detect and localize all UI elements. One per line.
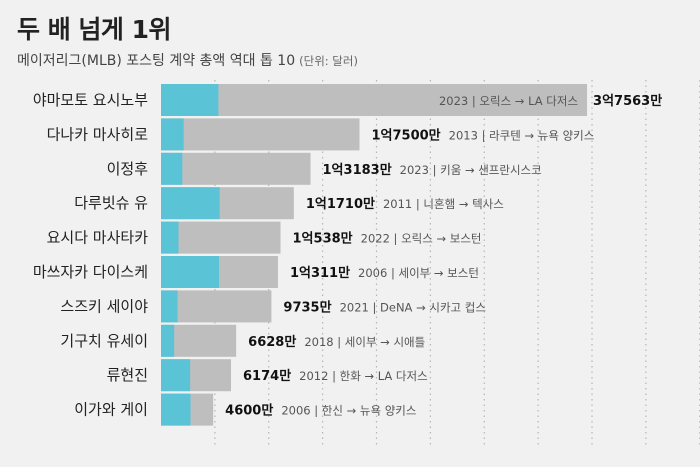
chart-title: 두 배 넘게 1위 [17, 15, 172, 44]
total-bar [161, 118, 360, 151]
contract-detail-label: 2023 | 키움 → 샌프란시스코 [400, 163, 542, 177]
total-bar [161, 221, 281, 254]
posting-fee-bar [161, 118, 184, 151]
contract-detail-label: 2006 | 한신 → 뉴욕 양키스 [281, 404, 416, 418]
subtitle-text: 메이저리그(MLB) 포스팅 계약 총액 역대 톱 10 [17, 53, 296, 69]
total-bar [161, 152, 311, 185]
player-name-label: 야마모토 요시노부 [33, 91, 148, 109]
contract-detail-label: 2022 | 오릭스 → 보스턴 [361, 232, 482, 246]
contract-detail-label: 2012 | 한화 → LA 다저스 [299, 369, 428, 383]
contract-value-label: 1억1710만 [306, 196, 375, 212]
contract-value-label: 9735만 [283, 299, 331, 315]
posting-fee-bar [161, 187, 220, 220]
posting-fee-bar [161, 324, 175, 357]
player-name-label: 이정후 [107, 160, 149, 178]
posting-fee-bar [161, 152, 183, 185]
contract-detail-label: 2011 | 니혼햄 → 텍사스 [383, 197, 504, 211]
contract-value-label: 6628만 [248, 334, 296, 350]
posting-fee-bar [161, 393, 191, 426]
posting-fee-bar [161, 256, 219, 288]
posting-fee-bar [161, 84, 219, 116]
contract-detail-label: 2018 | 세이부 → 시애틀 [304, 335, 425, 349]
contract-detail-label: 2023 | 오릭스 → LA 다저스 [439, 94, 578, 108]
contract-value-label: 4600만 [225, 403, 273, 419]
player-name-label: 이가와 게이 [74, 401, 148, 419]
contract-value-label: 3억7563만 [593, 93, 662, 109]
contract-value-label: 1억311만 [290, 265, 350, 281]
player-name-label: 스즈키 세이야 [60, 297, 148, 315]
player-name-label: 요시다 마사타카 [47, 229, 149, 247]
player-name-label: 마쓰자카 다이스케 [33, 263, 148, 281]
player-name-label: 다나카 마사히로 [47, 125, 149, 143]
contract-detail-label: 2006 | 세이부 → 보스턴 [358, 266, 479, 280]
contract-value-label: 1억7500만 [371, 127, 440, 143]
contract-detail-label: 2021 | DeNA → 시카고 컵스 [340, 300, 486, 314]
posting-fee-bar [161, 221, 179, 254]
player-name-label: 기구치 유세이 [60, 332, 148, 350]
chart-subtitle: 메이저리그(MLB) 포스팅 계약 총액 역대 톱 10 (단위: 달러) [17, 50, 358, 70]
player-name-label: 류현진 [107, 366, 148, 384]
posting-fee-bar [161, 290, 178, 323]
posting-fee-bar [161, 359, 191, 392]
contract-value-label: 6174만 [243, 368, 291, 384]
total-bar [161, 84, 588, 116]
contract-value-label: 1억3183만 [323, 162, 392, 178]
player-name-label: 다루빗슈 유 [74, 194, 148, 212]
contract-value-label: 1억538만 [293, 231, 353, 247]
unit-label: (단위: 달러) [299, 54, 358, 68]
contract-detail-label: 2013 | 라쿠텐 → 뉴욕 양키스 [449, 128, 595, 142]
total-bar [161, 290, 272, 323]
